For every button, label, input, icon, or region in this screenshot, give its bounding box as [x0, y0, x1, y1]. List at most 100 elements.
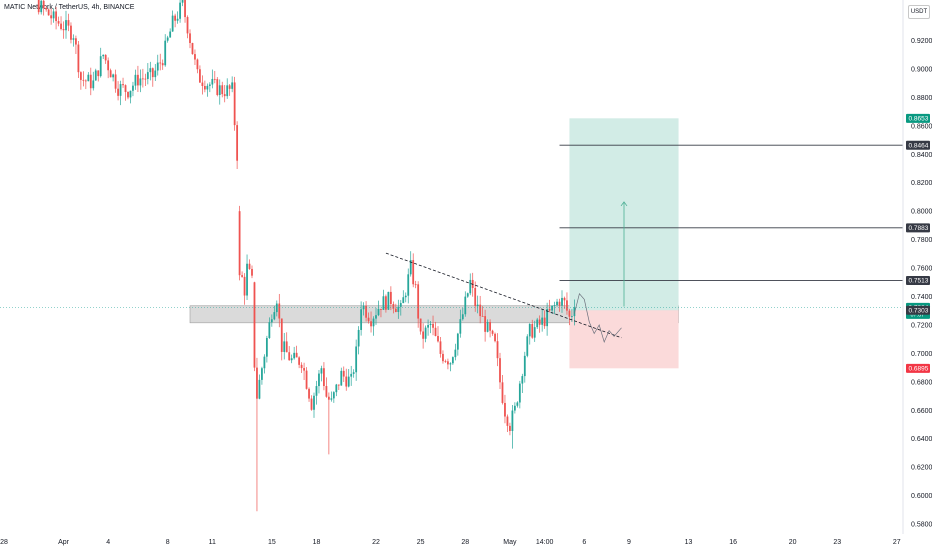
price-tag: [906, 113, 930, 123]
candle-body: [303, 368, 305, 371]
candle-body: [491, 330, 494, 334]
price-tag-label: 0.7883: [909, 225, 929, 232]
candle-body: [186, 17, 189, 34]
candle-body: [124, 85, 127, 92]
candle-body: [166, 37, 169, 41]
candle-body: [72, 38, 75, 40]
candle-body: [132, 85, 134, 91]
candle-body: [370, 321, 372, 327]
candle-body: [42, 0, 45, 8]
candle-body: [290, 358, 293, 361]
candle-body: [139, 78, 142, 86]
time-tick-label: 11: [209, 539, 216, 546]
chart-title: MATIC Network / TetherUS, 4h, BINANCE: [4, 4, 135, 11]
time-axis[interactable]: 28 Apr 4 8 11 15 18 22 25 28 May 14:00 6 9 13 16 20 23 27: [0, 539, 901, 546]
candle-body: [571, 316, 573, 317]
candle-body: [288, 352, 291, 361]
price-tick-label: 0.6200: [911, 465, 932, 472]
candle-body: [417, 284, 420, 319]
candle-body: [494, 333, 496, 342]
candle-body: [345, 376, 348, 387]
candle-body: [466, 293, 469, 297]
candle-body: [352, 372, 355, 374]
candle-body: [484, 316, 487, 332]
candle-body: [159, 62, 162, 64]
candle-body: [77, 44, 80, 73]
arrow-head: [620, 201, 628, 207]
candle-body: [320, 368, 323, 374]
price-tick-label: 0.8400: [911, 152, 932, 159]
candle-body: [179, 2, 181, 19]
candle-body: [156, 62, 159, 71]
candle-body: [129, 90, 132, 98]
candle-body: [489, 322, 491, 331]
candle-body: [176, 18, 179, 21]
candle-body: [568, 310, 571, 317]
candle-body: [295, 352, 298, 358]
candle-body: [556, 301, 558, 306]
candle-body: [146, 72, 149, 79]
price-tick-label: 0.7200: [911, 322, 932, 329]
candle-body: [280, 318, 283, 352]
candle-body: [561, 297, 563, 306]
candle-body: [89, 74, 92, 89]
candle-body: [392, 304, 395, 309]
price-tick-label: 0.8800: [911, 95, 932, 102]
candle-body: [451, 357, 454, 364]
candle-body: [241, 275, 243, 277]
candle-body: [285, 341, 288, 353]
price-tag: [906, 305, 930, 315]
time-tick-label: 18: [313, 539, 321, 546]
candle-body: [37, 0, 40, 13]
candle-body: [268, 322, 271, 338]
price-tick-label: 0.7000: [911, 351, 932, 358]
candle-body: [208, 84, 211, 86]
candle-body: [216, 79, 219, 95]
time-tick-label: 6: [582, 539, 586, 546]
candle-body: [184, 0, 186, 18]
candle-body: [464, 296, 467, 315]
candle-body: [243, 276, 246, 296]
candles-layer: [37, 0, 576, 512]
candle-body: [275, 303, 278, 313]
price-axis[interactable]: 0.5800 0.6000 0.6200 0.6400 0.6600 0.6800 0.70…: [911, 38, 932, 529]
candle-body: [476, 304, 479, 307]
candle-body: [558, 301, 561, 306]
candle-body: [94, 70, 97, 81]
time-tick-label: May: [503, 539, 517, 546]
zones-layer: [189, 118, 679, 369]
candle-body: [424, 327, 427, 339]
candle-body: [412, 260, 415, 285]
candle-body: [261, 368, 263, 380]
candle-body: [213, 78, 216, 80]
candle-body: [293, 352, 296, 359]
candle-body: [114, 74, 117, 89]
candle-body: [394, 308, 397, 312]
candle-body: [169, 31, 172, 38]
candle-body: [325, 386, 328, 397]
currency-button[interactable]: USDT: [908, 5, 930, 19]
candle-body: [399, 303, 402, 307]
candle-body: [538, 319, 541, 325]
drawings-layer: [0, 144, 903, 344]
price-tag: [906, 140, 930, 150]
candle-body: [513, 405, 516, 411]
candle-body: [447, 361, 449, 365]
candle-body: [479, 304, 482, 317]
candle-body: [305, 370, 308, 389]
candle-body: [104, 54, 107, 61]
candle-body: [97, 70, 100, 77]
candle-body: [258, 379, 261, 399]
candle-body: [573, 307, 576, 317]
candle-body: [427, 325, 429, 328]
time-tick-label: 8: [166, 539, 170, 546]
candle-body: [340, 370, 343, 386]
time-tick-label: 9: [627, 539, 631, 546]
candle-body: [387, 291, 390, 310]
candle-body: [518, 383, 521, 403]
candle-body: [516, 402, 519, 406]
price-tag-countdown: 07:07: [911, 313, 925, 319]
candle-body: [511, 410, 514, 431]
candle-body: [231, 82, 234, 89]
